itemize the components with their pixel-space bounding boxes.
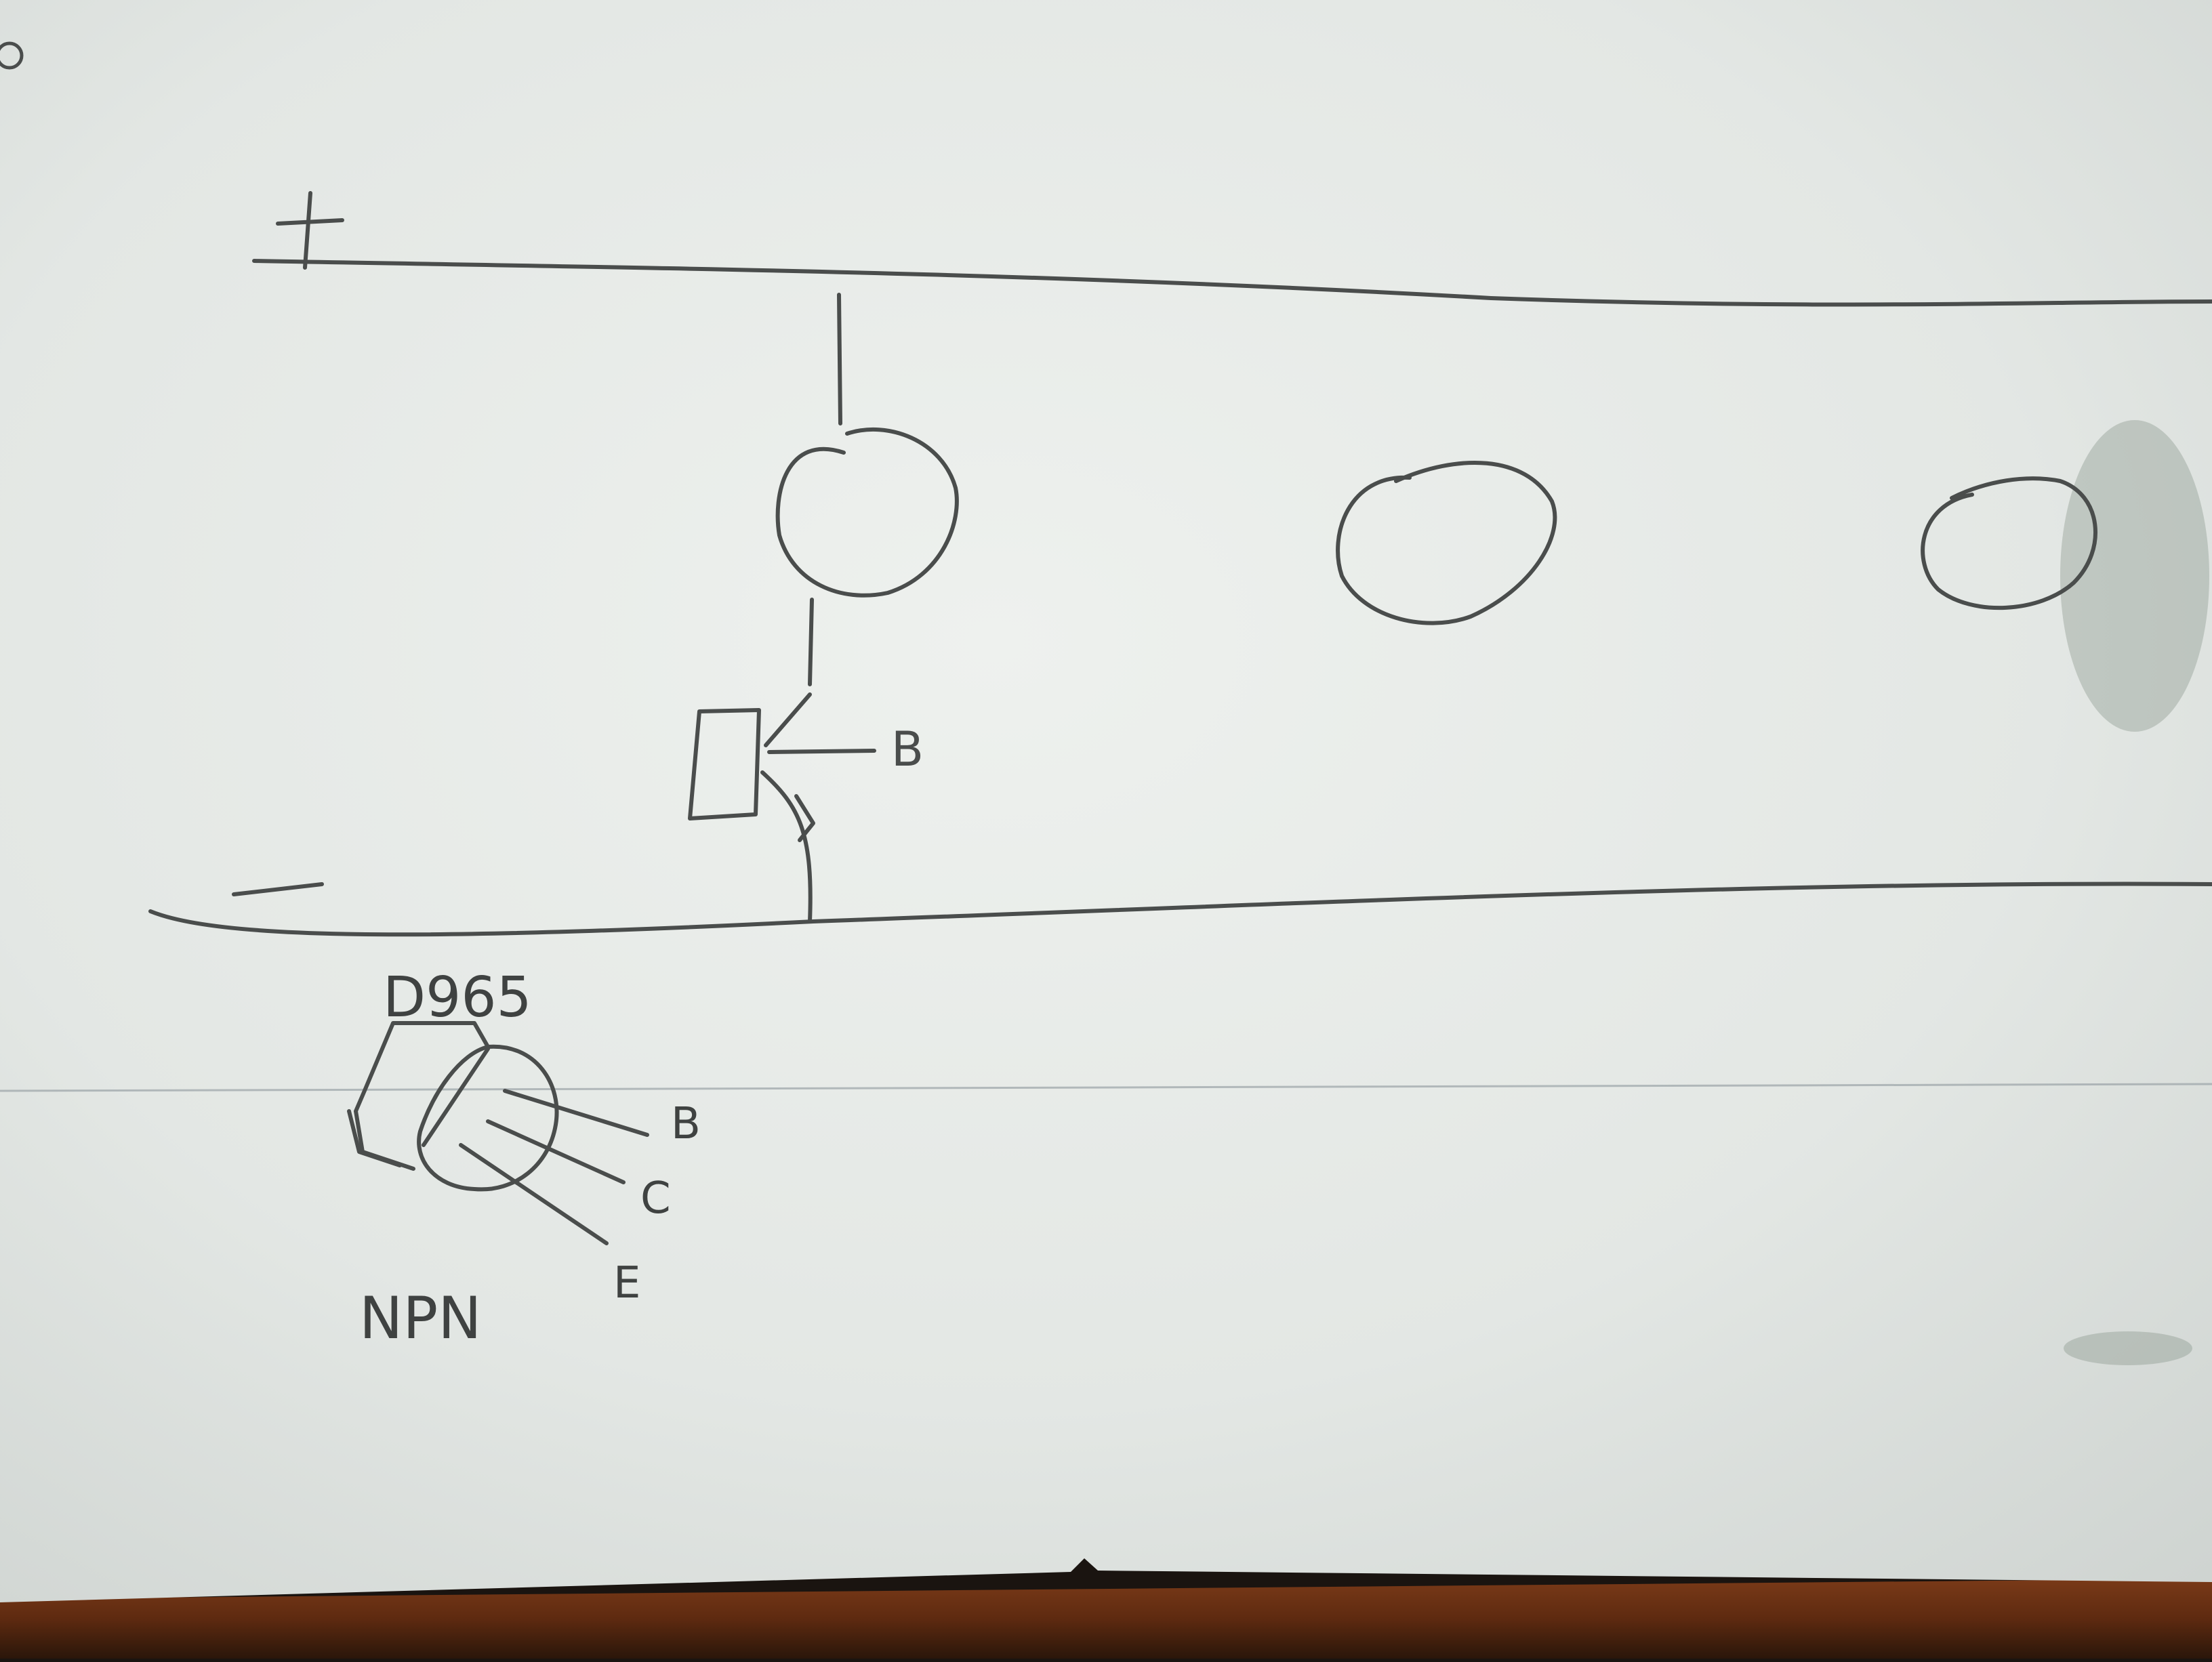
package-divider: [422, 1047, 490, 1147]
paper-sheet: [0, 0, 2212, 1602]
desk-edge: [0, 1579, 2212, 1659]
base-terminal-label: B: [891, 722, 924, 777]
transistor-type-label: NPN: [359, 1285, 482, 1352]
pin-c-label: C: [640, 1173, 671, 1224]
ruled-line: [0, 1083, 2212, 1092]
pin-e-label: E: [613, 1258, 640, 1308]
negative-rail-wire: [148, 881, 2212, 937]
package-round-body: [417, 1044, 559, 1192]
pin-b-label: B: [671, 1099, 701, 1149]
lamp-3: [1921, 476, 2097, 610]
lamp-to-collector-wire: [808, 598, 814, 686]
pin-b-lead: [503, 1089, 649, 1137]
emitter-lead: [760, 770, 813, 923]
positive-sign-mark: [276, 191, 344, 270]
base-lead: [767, 749, 876, 754]
positive-rail-wire: [252, 259, 2212, 307]
smudge-mark: [2060, 420, 2209, 732]
pin-e-lead: [459, 1143, 609, 1245]
lamp-1: [775, 427, 959, 598]
part-number-label: D965: [383, 965, 532, 1030]
pin-c-lead: [486, 1119, 626, 1184]
negative-sign-mark: [232, 882, 324, 896]
smudge-mark: [2064, 1331, 2192, 1365]
lamp-2: [1336, 461, 1557, 625]
package-notch: [347, 1109, 402, 1167]
corner-mark: [0, 41, 24, 70]
emitter-arrow: [794, 794, 815, 842]
lamp-feed-wire: [837, 293, 842, 425]
collector-lead: [764, 692, 812, 747]
transistor-body: [688, 708, 761, 820]
